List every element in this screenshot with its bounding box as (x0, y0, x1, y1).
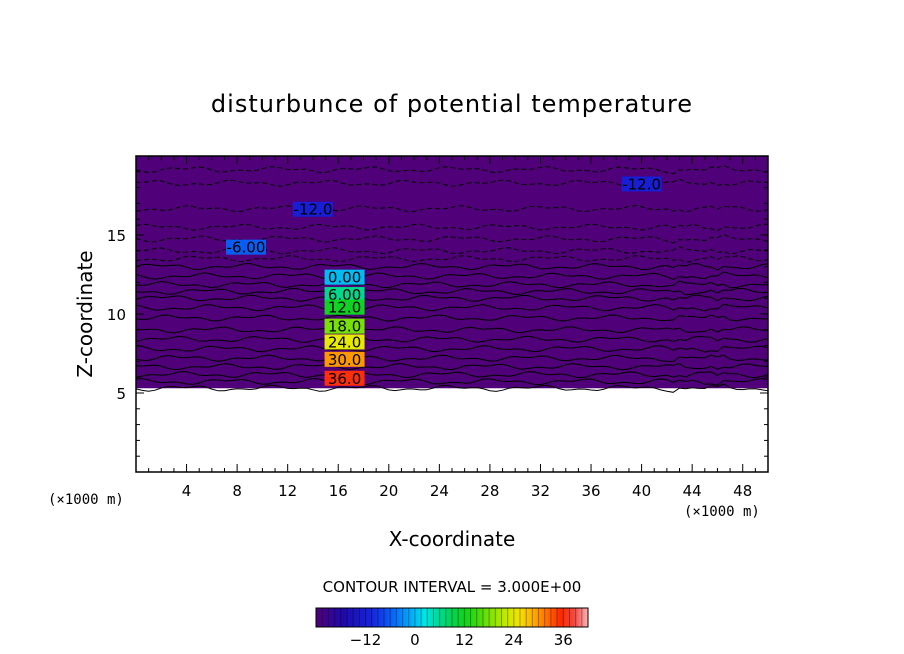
contour-line (136, 377, 768, 386)
colorbar-stripes (321, 608, 583, 627)
contour-label: 12.0 (328, 299, 361, 317)
contour-label: -12.0 (622, 175, 661, 193)
colorbar: −12 0 12 24 36 (315, 607, 589, 649)
contour-line (136, 287, 768, 296)
y-axis-ticks: 5 10 15 (107, 171, 768, 457)
colorbar-tick-label: 0 (410, 631, 420, 649)
contour-label-bg (324, 287, 365, 303)
contour-label: 36.0 (328, 370, 361, 388)
x-tick-label: 32 (531, 482, 550, 500)
contour-line (136, 345, 768, 353)
contour-line (136, 354, 768, 363)
contour-label-bg (292, 201, 333, 217)
contour-line (136, 370, 768, 379)
temperature-field (136, 156, 768, 389)
contour-line (136, 255, 768, 264)
contour-label: 24.0 (328, 333, 361, 351)
contour-line (136, 204, 768, 213)
contour-label: 18.0 (328, 318, 361, 336)
colorbar-tick-label: 12 (455, 631, 474, 649)
contour-line (136, 335, 768, 343)
x-axis-unit-left: (×1000 m) (48, 492, 124, 508)
colorbar-gradient (316, 608, 588, 627)
contour-label-bg (324, 351, 365, 367)
contour-label: 6.00 (328, 286, 361, 304)
colorbar-frame (315, 607, 589, 628)
x-tick-label: 28 (480, 482, 499, 500)
contour-line (136, 178, 768, 187)
contour-label-bg (621, 176, 662, 192)
contour-line (136, 294, 768, 302)
contour-line (136, 383, 768, 393)
contour-label-bg (324, 370, 365, 386)
x-tick-label: 48 (733, 482, 752, 500)
x-tick-label: 44 (683, 482, 702, 500)
contour-labels: -12.0 -12.0 -6.00 0.006.0012.018.024.030.03… (225, 175, 662, 388)
contour-lines (136, 164, 768, 393)
y-tick-label: 10 (107, 306, 126, 324)
y-tick-label: 5 (116, 385, 126, 403)
x-axis-label: X-coordinate (389, 527, 516, 551)
colorbar-tick-label: 24 (504, 631, 523, 649)
contour-line (136, 262, 768, 271)
plot-area (136, 156, 768, 393)
contour-label-bg (324, 318, 365, 334)
contour-line (136, 164, 768, 175)
contour-interval-text: CONTOUR INTERVAL = 3.000E+00 (323, 578, 582, 596)
contour-label: -6.00 (227, 239, 266, 257)
contour-label: 0.00 (328, 269, 361, 287)
contour-line (136, 223, 768, 232)
contour-label: 30.0 (328, 351, 361, 369)
x-tick-label: 4 (182, 482, 192, 500)
x-tick-label: 20 (379, 482, 398, 500)
contour-line (136, 326, 768, 334)
contour-line (136, 314, 768, 322)
contour-label-bg (225, 239, 266, 255)
contour-line (136, 280, 768, 289)
contour-line (136, 303, 768, 312)
contour-label: -12.0 (294, 201, 333, 219)
y-axis-label: Z-coordinate (73, 250, 97, 377)
x-tick-label: 16 (329, 482, 348, 500)
x-tick-label: 24 (430, 482, 449, 500)
colorbar-ticks: −12 0 12 24 36 (350, 631, 573, 649)
contour-label-bg (324, 299, 365, 315)
contour-label-bg (324, 269, 365, 285)
x-tick-label: 40 (632, 482, 651, 500)
x-tick-label: 12 (278, 482, 297, 500)
x-tick-label: 36 (581, 482, 600, 500)
contour-line (136, 363, 768, 371)
chart-title: disturbunce of potential temperature (211, 90, 693, 118)
x-tick-label: 8 (232, 482, 242, 500)
contour-line (136, 271, 768, 281)
colorbar-tick-label: −12 (350, 631, 382, 649)
x-axis-ticks: 4 8 12 16 20 24 28 32 36 40 44 48 (148, 156, 756, 500)
contour-label-bg (324, 334, 365, 350)
y-tick-label: 15 (107, 227, 126, 245)
colorbar-tick-label: 36 (554, 631, 573, 649)
x-axis-unit-right: (×1000 m) (684, 504, 760, 520)
